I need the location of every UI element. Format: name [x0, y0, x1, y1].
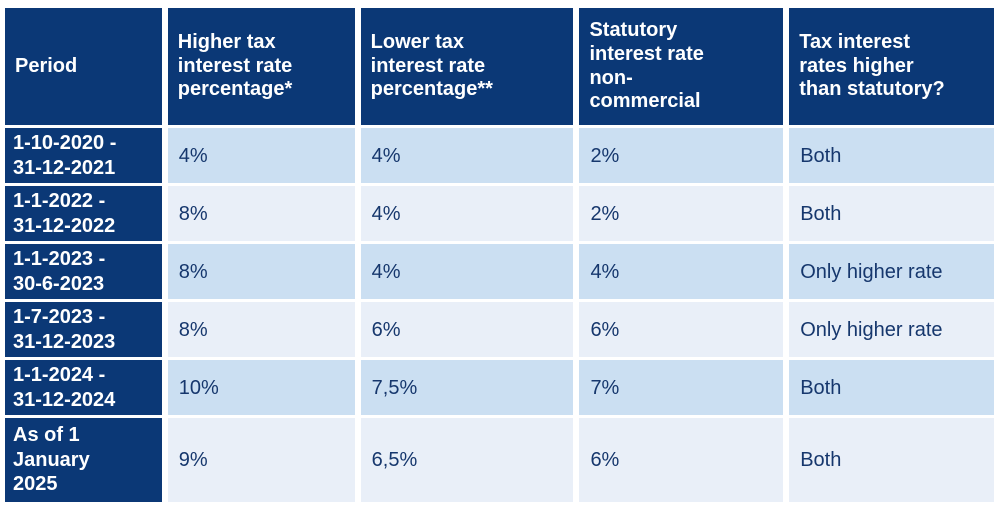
table-row: 1-10-2020 - 31-12-2021 4% 4% 2% Both [5, 128, 994, 183]
period-cell: 1-1-2022 - 31-12-2022 [5, 186, 162, 241]
lower-rate-cell: 6,5% [360, 418, 574, 502]
table-row: 1-7-2023 - 31-12-2023 8% 6% 6% Only high… [5, 302, 994, 357]
higher-rate-cell: 8% [167, 244, 355, 299]
statutory-rate-cell: 2% [579, 186, 784, 241]
lower-rate-cell: 4% [360, 186, 574, 241]
higher-rate-cell: 8% [167, 186, 355, 241]
table-row: As of 1 January 2025 9% 6,5% 6% Both [5, 418, 994, 502]
higher-than-statutory-cell: Only higher rate [789, 302, 994, 357]
higher-than-statutory-cell: Only higher rate [789, 244, 994, 299]
higher-rate-cell: 4% [167, 128, 355, 183]
higher-rate-cell: 9% [167, 418, 355, 502]
header-cell-statutory-rate: Statutory interest rate non- commercial [579, 8, 784, 125]
header-row: Period Higher tax interest rate percenta… [5, 8, 994, 125]
statutory-rate-cell: 6% [579, 418, 784, 502]
header-cell-lower-rate: Lower tax interest rate percentage** [360, 8, 574, 125]
lower-rate-cell: 7,5% [360, 360, 574, 415]
header-cell-period: Period [5, 8, 162, 125]
table-row: 1-1-2023 - 30-6-2023 8% 4% 4% Only highe… [5, 244, 994, 299]
lower-rate-cell: 4% [360, 128, 574, 183]
higher-than-statutory-cell: Both [789, 360, 994, 415]
table-row: 1-1-2022 - 31-12-2022 8% 4% 2% Both [5, 186, 994, 241]
lower-rate-cell: 6% [360, 302, 574, 357]
statutory-rate-cell: 4% [579, 244, 784, 299]
higher-than-statutory-cell: Both [789, 418, 994, 502]
statutory-rate-cell: 2% [579, 128, 784, 183]
period-cell: 1-1-2023 - 30-6-2023 [5, 244, 162, 299]
period-cell: 1-10-2020 - 31-12-2021 [5, 128, 162, 183]
higher-rate-cell: 10% [167, 360, 355, 415]
statutory-rate-cell: 7% [579, 360, 784, 415]
higher-than-statutory-cell: Both [789, 128, 994, 183]
period-cell: 1-7-2023 - 31-12-2023 [5, 302, 162, 357]
period-cell: 1-1-2024 - 31-12-2024 [5, 360, 162, 415]
lower-rate-cell: 4% [360, 244, 574, 299]
header-cell-higher-than-statutory: Tax interest rates higher than statutory… [789, 8, 994, 125]
tax-interest-rates-table: Period Higher tax interest rate percenta… [0, 5, 1000, 505]
header-cell-higher-rate: Higher tax interest rate percentage* [167, 8, 355, 125]
period-cell: As of 1 January 2025 [5, 418, 162, 502]
table-row: 1-1-2024 - 31-12-2024 10% 7,5% 7% Both [5, 360, 994, 415]
higher-than-statutory-cell: Both [789, 186, 994, 241]
higher-rate-cell: 8% [167, 302, 355, 357]
statutory-rate-cell: 6% [579, 302, 784, 357]
